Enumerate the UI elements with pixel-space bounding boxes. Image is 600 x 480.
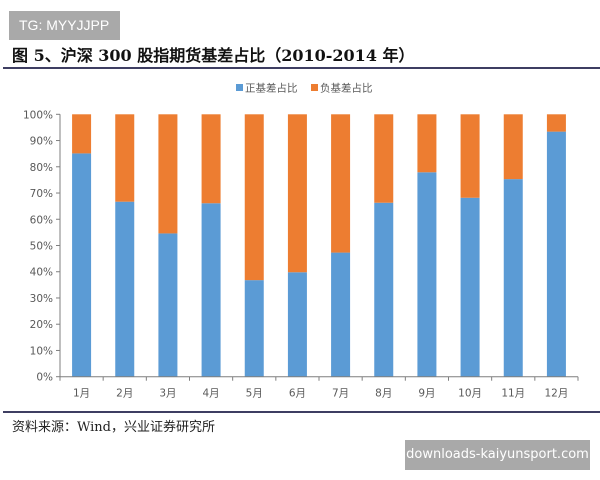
bar-positive-12	[546, 131, 566, 377]
bars	[72, 114, 566, 377]
y-tick-label: 100%	[23, 109, 53, 121]
y-tick-label: 80%	[30, 162, 53, 174]
bar-negative-8	[374, 114, 394, 203]
y-tick-label: 0%	[36, 372, 53, 384]
y-tick-label: 90%	[30, 136, 53, 148]
x-tick-label: 10月	[458, 388, 482, 400]
bar-negative-1	[72, 114, 92, 154]
x-tick-label: 9月	[418, 388, 435, 400]
bar-negative-5	[244, 114, 264, 281]
bar-positive-9	[417, 172, 437, 377]
bar-negative-3	[158, 114, 178, 234]
legend-label-1: 负基差占比	[320, 82, 373, 95]
x-axis: 1月 2月 3月 4月 5月 6月 7月 8月 9月 10月 11月 12月	[59, 376, 579, 400]
y-tick-label: 50%	[30, 241, 53, 253]
bar-positive-8	[374, 202, 394, 377]
bar-negative-12	[546, 114, 566, 132]
x-tick-label: 3月	[159, 388, 176, 400]
y-tick-label: 60%	[30, 214, 53, 226]
bar-negative-6	[287, 114, 307, 273]
bar-positive-3	[158, 233, 178, 377]
bar-positive-11	[503, 179, 523, 377]
x-tick-label: 11月	[501, 388, 525, 400]
bar-negative-2	[115, 114, 135, 202]
bar-positive-10	[460, 197, 480, 377]
bar-positive-6	[287, 272, 307, 377]
y-tick-label: 40%	[30, 267, 53, 279]
legend-swatch-1	[311, 84, 318, 91]
y-axis: 0% 10% 20% 30% 40% 50% 60% 70% 80% 90% 100%	[23, 109, 61, 384]
x-tick-label: 1月	[73, 388, 90, 400]
legend: 正基差占比 负基差占比	[236, 82, 373, 95]
source-note: 资料来源：Wind，兴业证券研究所	[12, 420, 215, 435]
bar-positive-2	[115, 201, 135, 377]
x-tick-label: 2月	[116, 388, 133, 400]
y-tick-label: 30%	[30, 293, 53, 305]
bar-negative-4	[201, 114, 221, 204]
y-tick-label: 70%	[30, 188, 53, 200]
x-tick-label: 12月	[544, 388, 568, 400]
y-tick-label: 20%	[30, 319, 53, 331]
bar-positive-4	[201, 203, 221, 377]
bar-negative-11	[503, 114, 523, 180]
stacked-bar-chart: 正基差占比 负基差占比 0% 10% 20% 30% 40% 50% 60% 70% 80% 90%…	[23, 82, 579, 400]
y-tick-label: 10%	[30, 345, 53, 357]
x-tick-label: 7月	[332, 388, 349, 400]
x-tick-label: 5月	[246, 388, 263, 400]
legend-swatch-0	[236, 84, 243, 91]
bar-positive-1	[72, 153, 92, 377]
x-tick-label: 4月	[202, 388, 219, 400]
x-tick-label: 6月	[289, 388, 306, 400]
title-rule	[3, 67, 600, 69]
bar-negative-7	[331, 114, 351, 253]
x-tick-label: 8月	[375, 388, 392, 400]
source-rule	[3, 411, 600, 413]
figure-title: 图 5、沪深 300 股指期货基差占比（2010-2014 年）	[12, 46, 415, 65]
bar-positive-5	[244, 280, 264, 377]
watermark-bottom: downloads-kaiyunsport.com	[405, 440, 590, 470]
bar-negative-10	[460, 114, 480, 198]
watermark-top: TG: MYYJJPP	[9, 11, 120, 40]
bar-negative-9	[417, 114, 437, 173]
bar-positive-7	[331, 252, 351, 377]
legend-label-0: 正基差占比	[245, 82, 298, 95]
